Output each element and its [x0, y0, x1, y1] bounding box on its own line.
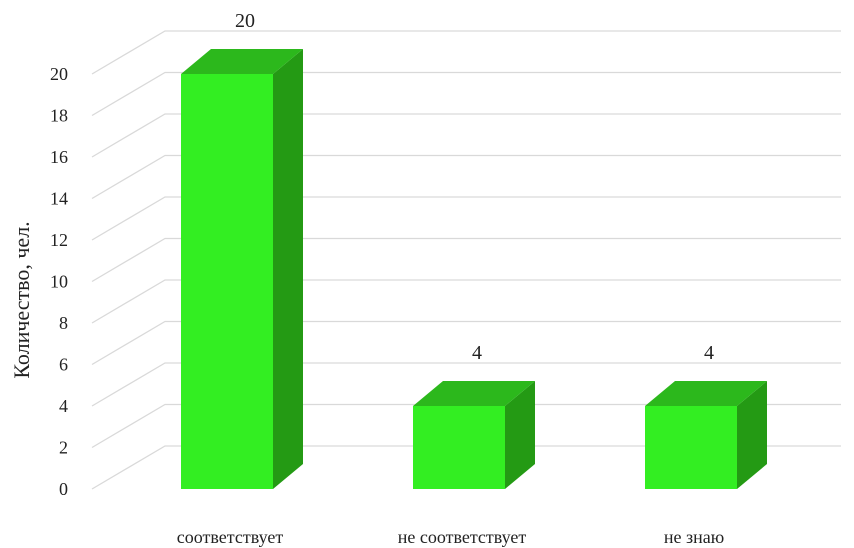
y-tick-label: 0 [59, 479, 68, 499]
x-category-label: не знаю [664, 527, 724, 547]
x-axis-categories: соответствует не соответствует не знаю [177, 527, 724, 547]
y-tick-label: 2 [59, 438, 68, 458]
bar-side [505, 381, 535, 489]
bar-side [273, 49, 303, 489]
x-category-label: не соответствует [398, 527, 527, 547]
y-axis-title: Количество, чел. [9, 221, 34, 378]
bar-top [645, 381, 767, 406]
y-tick-label: 12 [50, 230, 68, 250]
y-tick-label: 20 [50, 64, 68, 84]
bar-side [737, 381, 767, 489]
data-label: 4 [472, 342, 482, 364]
bar-front [645, 406, 737, 489]
gridline [91, 196, 841, 241]
y-tick-label: 6 [59, 355, 68, 375]
y-tick-label: 14 [50, 189, 68, 209]
gridline [91, 154, 841, 200]
bars [181, 49, 767, 489]
y-tick-label: 4 [59, 396, 68, 416]
gridline [91, 403, 841, 449]
y-tick-label: 18 [50, 106, 68, 126]
gridline [91, 113, 841, 158]
x-category-label: соответствует [177, 527, 284, 547]
gridline [91, 445, 841, 490]
data-label: 4 [704, 342, 714, 364]
data-label: 20 [235, 10, 255, 32]
gridline [91, 279, 841, 324]
gridlines [91, 30, 841, 490]
gridline [91, 362, 841, 407]
y-tick-label: 10 [50, 272, 68, 292]
bar [181, 49, 303, 489]
bar-top [413, 381, 535, 406]
bar-front [181, 74, 273, 489]
gridline [91, 30, 841, 75]
bar [413, 381, 535, 489]
gridline [91, 237, 841, 283]
y-tick-label: 16 [50, 147, 68, 167]
y-tick-label: 8 [59, 313, 68, 333]
bar-front [413, 406, 505, 489]
bar [645, 381, 767, 489]
y-axis-ticks: 0 2 4 6 8 10 12 14 16 18 20 [50, 64, 68, 499]
gridline [91, 71, 841, 117]
bar-top [181, 49, 303, 74]
data-labels: 204 4 [235, 10, 714, 364]
gridline [91, 320, 841, 366]
